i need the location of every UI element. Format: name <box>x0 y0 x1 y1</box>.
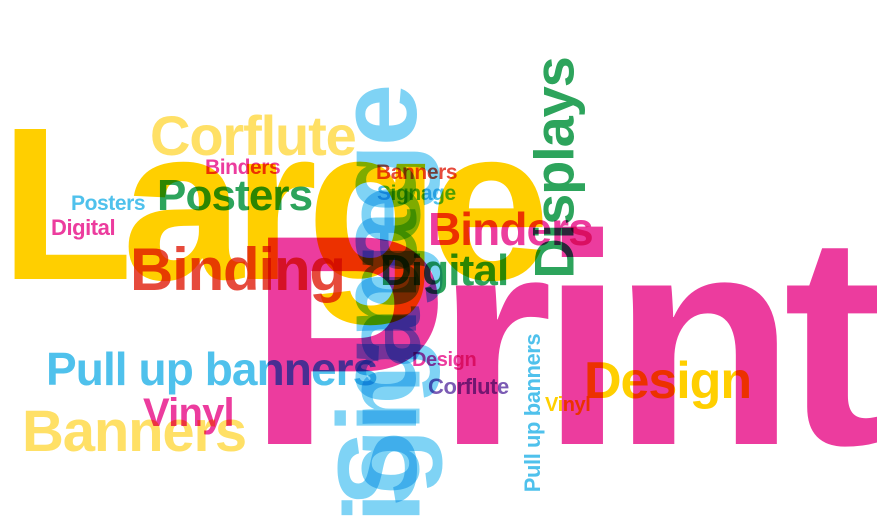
word-design-small: Design <box>412 349 477 371</box>
word-binders-big: Binders <box>428 203 594 255</box>
word-design-big: Design <box>584 352 752 410</box>
word-large: Large <box>0 83 550 326</box>
word-banners-small: Banners <box>376 161 458 184</box>
word-corflute-small: Corflute <box>428 374 509 399</box>
word-digital-small: Digital <box>51 215 116 240</box>
word-binders-small: Binders <box>205 156 281 179</box>
word-digital-big: Digital <box>380 246 509 295</box>
word-pull-up-banners-big: Pull up banners <box>46 343 378 395</box>
word-corflute-big: Corflute <box>150 104 357 167</box>
word-print: Print <box>248 172 877 508</box>
word-posters-big: Posters <box>157 171 313 220</box>
word-pull-up-banners-vertical: Pull up banners <box>520 333 546 493</box>
word-binding: Binding <box>130 236 346 303</box>
word-vinyl-big: Vinyl <box>143 391 235 435</box>
word-posters-small: Posters <box>71 192 146 215</box>
word-banners-big: Banners <box>22 399 247 464</box>
word-signage-small: Signage <box>377 182 456 205</box>
word-vinyl-small: Vinyl <box>545 394 591 416</box>
